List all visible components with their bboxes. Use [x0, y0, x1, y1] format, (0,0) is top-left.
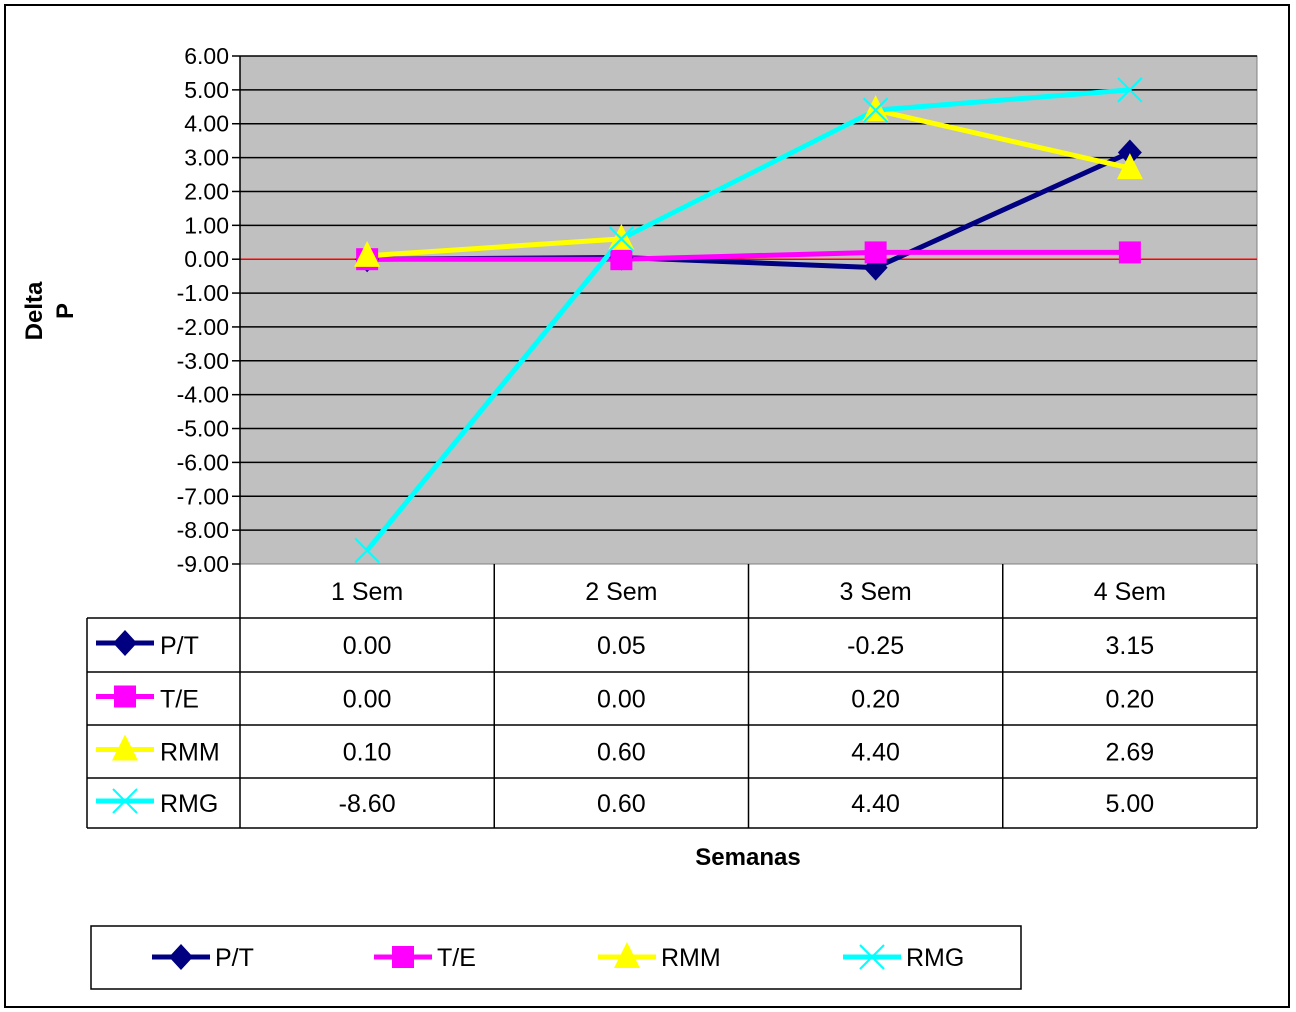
table-cell-value: 3.15: [1106, 632, 1155, 660]
table-row-name: T/E: [160, 686, 199, 714]
y-tick-label: 1.00: [184, 212, 229, 238]
table-row-name: RMG: [160, 790, 218, 818]
table-cell-value: 0.20: [851, 686, 900, 714]
table-cell-value: 2.69: [1106, 739, 1155, 767]
x-category-label: 3 Sem: [839, 578, 911, 606]
y-tick-label: -3.00: [177, 348, 229, 374]
table-cell-value: 4.40: [851, 790, 900, 818]
y-tick-label: 2.00: [184, 178, 229, 204]
table-row-name: P/T: [160, 632, 199, 660]
table-cell-value: 5.00: [1106, 790, 1155, 818]
x-axis-label: Semanas: [695, 844, 800, 871]
y-tick-label: -1.00: [177, 280, 229, 306]
legend-key-point: [392, 946, 414, 968]
y-tick-label: 4.00: [184, 111, 229, 137]
table-cell-value: 0.20: [1106, 686, 1155, 714]
y-tick-label: 5.00: [184, 77, 229, 103]
table-cell-value: 0.10: [343, 739, 392, 767]
y-tick-label: -7.00: [177, 483, 229, 509]
table-cell-value: 0.60: [597, 739, 646, 767]
table-cell-value: 0.05: [597, 632, 646, 660]
legend-key-point: [114, 686, 136, 708]
series-t-e-point: [610, 248, 632, 270]
table-row-name: RMM: [160, 739, 220, 767]
x-category-label: 4 Sem: [1094, 578, 1166, 606]
table-cell-value: 0.00: [343, 632, 392, 660]
y-axis-label: Delta: [21, 281, 48, 340]
y-tick-label: 0.00: [184, 246, 229, 272]
y-tick-label: 3.00: [184, 145, 229, 171]
series-t-e-point: [1119, 241, 1141, 263]
x-category-label: 1 Sem: [331, 578, 403, 606]
series-t-e-point: [865, 241, 887, 263]
y-axis-label-line2: P: [52, 303, 79, 319]
y-tick-label: -9.00: [177, 551, 229, 577]
y-tick-label: -5.00: [177, 416, 229, 442]
legend-entry-label: RMG: [906, 944, 964, 972]
x-category-label: 2 Sem: [585, 578, 657, 606]
table-cell-value: 0.00: [597, 686, 646, 714]
legend-entry-label: T/E: [437, 944, 476, 972]
y-tick-label: -6.00: [177, 449, 229, 475]
y-tick-label: 6.00: [184, 43, 229, 69]
y-tick-label: -2.00: [177, 314, 229, 340]
table-cell-value: -0.25: [847, 632, 904, 660]
legend-entry-label: P/T: [215, 944, 254, 972]
table-cell-value: -8.60: [339, 790, 396, 818]
legend-entry-label: RMM: [661, 944, 721, 972]
legend: P/T T/E RMM RMG: [91, 926, 1021, 989]
table-cell-value: 0.00: [343, 686, 392, 714]
plot-area: [240, 56, 1257, 564]
y-tick-label: -8.00: [177, 517, 229, 543]
table-cell-value: 4.40: [851, 739, 900, 767]
y-tick-label: -4.00: [177, 382, 229, 408]
table-cell-value: 0.60: [597, 790, 646, 818]
